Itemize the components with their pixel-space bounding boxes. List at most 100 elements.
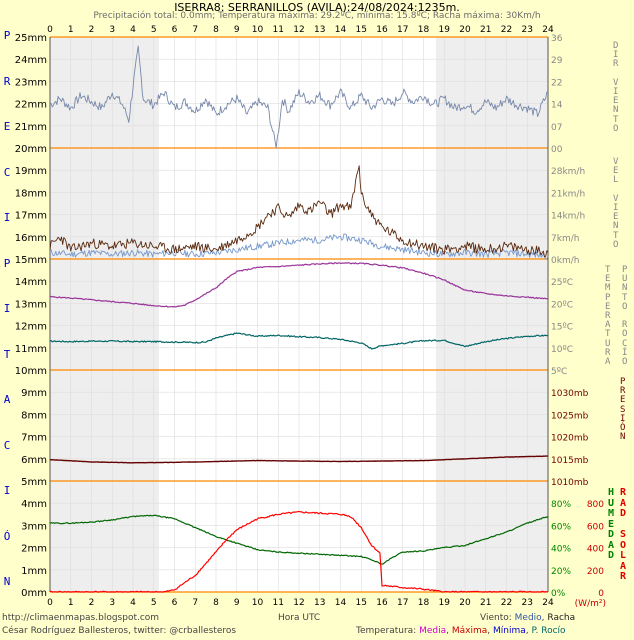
wind-speed-tick: 7km/h <box>551 234 579 244</box>
x-tick-bottom: 12 <box>293 598 304 608</box>
side-label-letter: I <box>613 50 619 61</box>
x-tick-top: 0 <box>47 25 53 35</box>
footer-author: César Rodríguez Ballesteros, twitter: @c… <box>2 626 237 636</box>
x-tick-top: 19 <box>439 25 451 35</box>
pressure-tick: 1020mb <box>551 434 589 444</box>
side-label-letter: E <box>605 274 611 285</box>
precip-tick: 8mm <box>21 410 47 421</box>
side-label-letter: N <box>622 283 628 294</box>
side-label-letter: P <box>622 265 628 275</box>
chart-title: ISERRA8: SERRANILLOS (AVILA):24/08/2024:… <box>174 1 460 14</box>
side-label-letter: O <box>622 301 628 312</box>
x-tick-top: 1 <box>68 25 74 35</box>
wind-medio-line <box>49 233 549 260</box>
precip-tick: 4mm <box>21 499 47 510</box>
temp-tick: 10ºC <box>551 345 573 355</box>
x-tick-top: 12 <box>293 25 304 35</box>
night-shade <box>435 370 548 481</box>
side-label-letter: V <box>613 77 619 88</box>
precip-letter: Ó <box>3 529 11 543</box>
wind-dir-tick: 22 <box>551 78 562 88</box>
night-shade <box>435 259 548 370</box>
side-label-letter: I <box>620 413 626 424</box>
side-label-letter: Í <box>622 347 628 358</box>
side-label-letter: E <box>613 166 619 177</box>
wind-legend-prefix: Viento: <box>480 613 515 623</box>
temp-legend-media: Media <box>419 626 447 636</box>
side-label-letter: R <box>605 311 611 322</box>
side-label-letter: E <box>605 301 611 312</box>
temp-legend-sep-1: , <box>446 626 452 636</box>
side-label-letter: D <box>613 41 619 51</box>
x-tick-bottom: 11 <box>273 598 284 608</box>
night-shade <box>435 148 548 259</box>
side-label-letter: V <box>613 193 619 204</box>
side-label-letter: O <box>622 357 628 368</box>
humidity-tick: 40% <box>551 545 571 555</box>
temp-legend-max: Máxima <box>451 626 488 636</box>
footer-blog-link[interactable]: http://climaenmapas.blogspot.com <box>2 613 160 623</box>
side-label-letter: N <box>613 221 619 232</box>
side-label-letter: Ó <box>620 423 626 434</box>
side-label-letter: O <box>620 539 627 551</box>
precip-tick: 21mm <box>15 122 47 133</box>
precip-tick: 25mm <box>15 33 47 44</box>
radiation-tick: 0 <box>598 589 604 599</box>
x-tick-bottom: 18 <box>418 598 430 608</box>
humidity-tick: 80% <box>551 500 571 510</box>
side-label-letter: T <box>605 265 611 275</box>
x-tick-bottom: 4 <box>130 598 136 608</box>
side-label-letter: D <box>620 508 627 519</box>
precip-tick: 11mm <box>15 344 47 355</box>
x-tick-top: 22 <box>501 25 512 35</box>
humidity-tick: 0% <box>551 589 566 599</box>
x-tick-bottom: 17 <box>397 598 408 608</box>
wind-legend: Viento: Medio, Racha <box>480 614 575 623</box>
side-label-letter: T <box>613 114 619 125</box>
x-tick-top: 6 <box>172 25 178 35</box>
x-tick-bottom: 20 <box>459 598 471 608</box>
wind-legend-medio: Medio <box>514 613 542 623</box>
side-label-letter: A <box>605 357 611 368</box>
precip-tick: 1mm <box>21 566 47 577</box>
precip-letter: R <box>3 74 11 88</box>
precip-tick: 18mm <box>15 188 47 199</box>
side-label-letter: U <box>622 274 628 285</box>
precip-letter: C <box>3 438 11 452</box>
temp-tick: 20ºC <box>551 300 573 310</box>
x-axis-label: Hora UTC <box>278 613 321 623</box>
x-tick-top: 20 <box>459 25 471 35</box>
night-shade <box>435 37 548 148</box>
side-label-letter: R <box>620 571 627 582</box>
x-tick-bottom: 9 <box>234 598 240 608</box>
wind-racha-line <box>49 165 549 258</box>
precip-tick: 7mm <box>21 433 47 444</box>
radiation-tick: 600 <box>587 522 604 532</box>
side-label-letter: D <box>608 550 615 561</box>
x-tick-bottom: 0 <box>47 598 53 608</box>
precip-tick: 23mm <box>15 77 47 88</box>
precip-letter: T <box>3 347 11 361</box>
precip-tick: 16mm <box>15 233 47 244</box>
side-label-letter: E <box>620 395 626 406</box>
radiation-tick: 400 <box>587 545 604 555</box>
x-tick-top: 21 <box>480 25 491 35</box>
radiation-tick: 200 <box>587 567 604 577</box>
radiation-line <box>49 510 549 593</box>
x-tick-bottom: 24 <box>542 598 554 608</box>
x-tick-bottom: 13 <box>314 598 325 608</box>
radiation-tick: 800 <box>587 500 604 510</box>
temperature-line <box>49 262 549 308</box>
precip-letter: P <box>3 256 11 270</box>
side-label-letter: I <box>613 203 619 214</box>
x-tick-bottom: 22 <box>501 598 512 608</box>
side-label-letter: I <box>613 87 619 98</box>
pressure-tick: 1025mb <box>551 411 589 421</box>
side-label-letter: L <box>620 550 627 561</box>
x-tick-top: 16 <box>376 25 388 35</box>
x-tick-top: 24 <box>542 25 554 35</box>
